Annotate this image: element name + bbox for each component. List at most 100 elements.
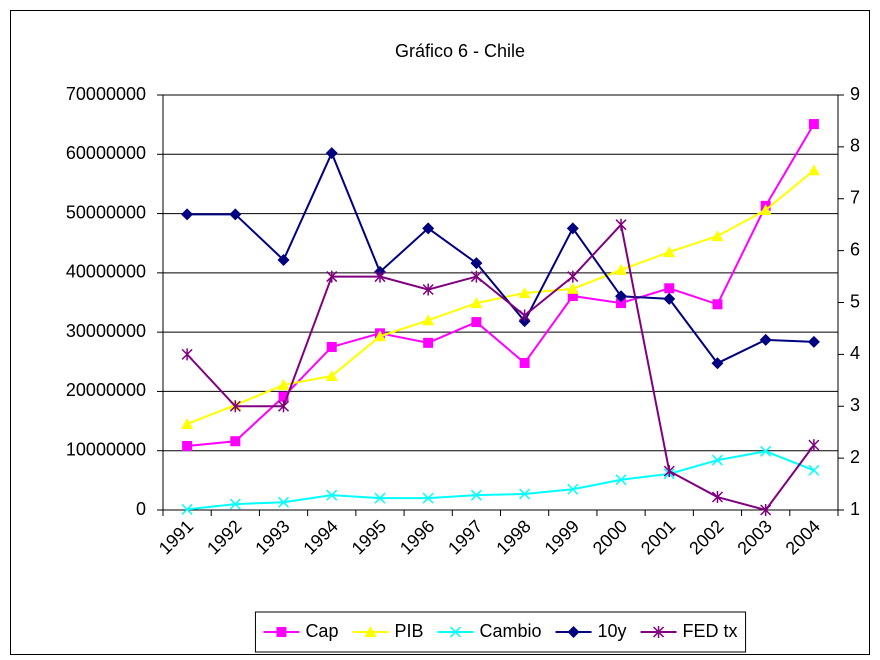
marker — [422, 283, 434, 296]
marker — [566, 222, 579, 235]
legend-item: PIB — [352, 621, 423, 641]
y2-tick-label: 1 — [850, 499, 860, 519]
marker — [711, 230, 724, 242]
marker — [566, 282, 579, 294]
marker — [808, 439, 820, 452]
marker — [181, 208, 194, 221]
marker — [278, 391, 289, 402]
y2-tick-label: 9 — [850, 84, 860, 104]
marker — [760, 504, 772, 516]
marker — [759, 204, 772, 216]
marker — [808, 464, 820, 476]
marker — [230, 436, 241, 447]
marker — [653, 626, 665, 638]
marker — [181, 503, 193, 515]
y-tick-label: 30000000 — [66, 321, 146, 341]
legend-label: 10y — [598, 621, 627, 641]
y-tick-label: 0 — [136, 499, 146, 519]
marker — [422, 492, 434, 504]
marker — [422, 222, 435, 235]
y2-tick-label: 4 — [850, 343, 860, 363]
legend-label: Cambio — [479, 621, 541, 641]
legend: Cap PIB Cambio 10y FED tx — [254, 611, 747, 653]
marker — [808, 119, 819, 130]
series-line — [186, 222, 815, 512]
y-tick-label: 70000000 — [66, 84, 146, 104]
marker — [278, 496, 290, 508]
marker — [519, 309, 531, 322]
marker — [229, 208, 242, 221]
marker — [663, 292, 676, 305]
marker — [807, 335, 820, 348]
y-tick-label: 10000000 — [66, 439, 146, 459]
marker — [663, 465, 675, 478]
marker — [519, 357, 530, 368]
y2-tick-label: 7 — [850, 188, 860, 208]
marker — [567, 483, 579, 495]
series-line — [187, 123, 815, 447]
marker — [711, 454, 723, 466]
marker — [664, 283, 675, 294]
marker — [277, 253, 290, 266]
marker — [759, 333, 772, 346]
marker — [326, 341, 337, 352]
y-tick-label: 20000000 — [66, 380, 146, 400]
marker — [374, 492, 386, 504]
marker — [229, 400, 241, 413]
y2-tick-label: 8 — [850, 136, 860, 156]
marker — [276, 627, 287, 637]
marker — [326, 489, 338, 501]
marker — [663, 246, 676, 258]
legend-label: PIB — [394, 621, 423, 641]
marker — [373, 330, 386, 342]
marker — [471, 317, 482, 328]
y2-tick-label: 5 — [850, 291, 860, 311]
marker — [364, 626, 377, 637]
marker — [470, 489, 482, 501]
chart-title: Gráfico 6 - Chile — [395, 41, 525, 61]
legend-label: Cap — [305, 621, 338, 641]
marker — [616, 298, 627, 309]
marker — [567, 270, 579, 283]
marker — [615, 290, 628, 303]
y2-tick-label: 6 — [850, 239, 860, 259]
marker — [325, 147, 338, 160]
marker — [325, 370, 338, 382]
marker — [807, 164, 820, 176]
marker — [374, 270, 386, 283]
marker — [518, 287, 531, 299]
y2-tick-label: 2 — [850, 447, 860, 467]
marker — [181, 418, 194, 430]
marker — [567, 626, 580, 638]
marker — [470, 270, 482, 283]
series-line — [186, 450, 815, 511]
legend-item: Cambio — [437, 621, 542, 641]
marker — [760, 445, 772, 457]
legend-label: FED tx — [683, 621, 738, 641]
marker — [615, 263, 628, 275]
y-tick-label: 50000000 — [66, 202, 146, 222]
marker — [615, 474, 627, 486]
marker — [277, 378, 290, 390]
marker — [449, 626, 462, 638]
legend-item: FED tx — [640, 621, 738, 641]
marker — [711, 491, 723, 504]
marker — [711, 357, 724, 370]
series-line — [187, 150, 814, 365]
marker — [423, 337, 434, 348]
marker — [278, 400, 290, 413]
y2-tick-label: 3 — [850, 395, 860, 415]
marker — [470, 257, 483, 270]
marker — [326, 270, 338, 283]
marker — [182, 440, 193, 451]
marker — [229, 498, 241, 510]
y-tick-label: 60000000 — [66, 143, 146, 163]
marker — [422, 314, 435, 326]
marker — [470, 297, 483, 309]
marker — [181, 348, 193, 361]
legend-item: Cap — [263, 621, 338, 641]
legend-item: 10y — [555, 621, 627, 641]
marker — [712, 299, 723, 310]
marker — [519, 488, 531, 500]
